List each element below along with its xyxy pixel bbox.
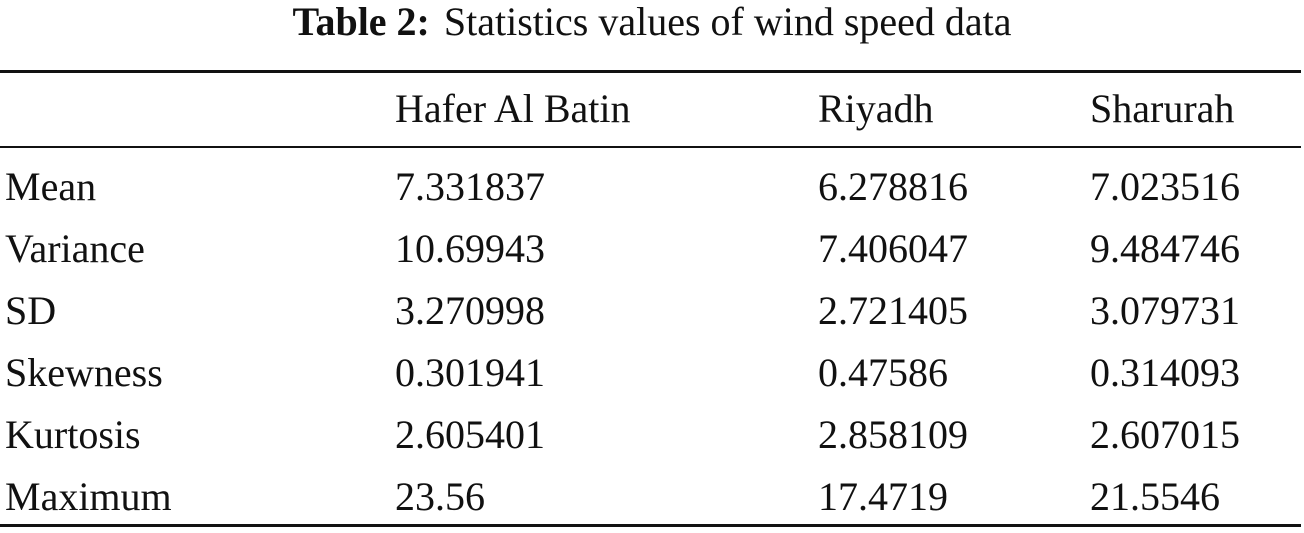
table-cell: 17.4719 <box>818 474 948 519</box>
column-header: Hafer Al Batin <box>395 86 631 131</box>
column-header: Sharurah <box>1090 86 1235 131</box>
table-cell: 7.406047 <box>818 226 968 271</box>
table-cell: 2.721405 <box>818 288 968 333</box>
bottom-rule <box>0 524 1301 527</box>
table-cell: 2.605401 <box>395 412 545 457</box>
table-cell: 2.607015 <box>1090 412 1240 457</box>
row-label: Variance <box>5 226 145 271</box>
table-cell: 0.314093 <box>1090 350 1240 395</box>
table-cell: 7.023516 <box>1090 164 1240 209</box>
column-header: Riyadh <box>818 86 934 131</box>
table-cell: 7.331837 <box>395 164 545 209</box>
table-cell: 0.47586 <box>818 350 948 395</box>
table-cell: 3.270998 <box>395 288 545 333</box>
row-label: Kurtosis <box>5 412 141 457</box>
mid-rule <box>0 146 1301 148</box>
row-label: Maximum <box>5 474 172 519</box>
row-label: Skewness <box>5 350 163 395</box>
table-cell: 6.278816 <box>818 164 968 209</box>
table-cell: 10.69943 <box>395 226 545 271</box>
table-cell: 2.858109 <box>818 412 968 457</box>
table-cell: 9.484746 <box>1090 226 1240 271</box>
caption-text: Statistics values of wind speed data <box>443 0 1012 44</box>
caption-label: Table 2: <box>292 0 430 44</box>
row-label: Mean <box>5 164 97 209</box>
table-cell: 21.5546 <box>1090 474 1220 519</box>
row-label: SD <box>5 288 57 333</box>
table-cell: 3.079731 <box>1090 288 1240 333</box>
table-cell: 0.301941 <box>395 350 545 395</box>
table-caption: Table 2: Statistics values of wind speed … <box>0 0 1304 44</box>
top-rule <box>0 70 1301 73</box>
table-cell: 23.56 <box>395 474 485 519</box>
